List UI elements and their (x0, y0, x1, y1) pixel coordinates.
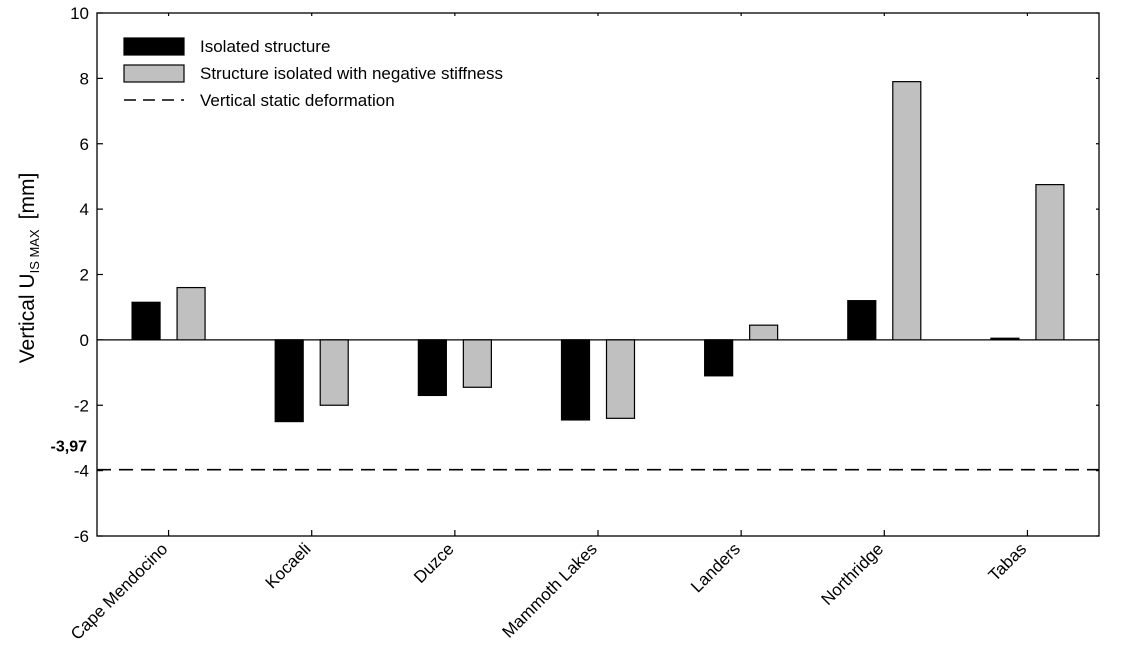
bar-negative-stiffness-landers (749, 324, 779, 341)
y-tick-label: 0 (80, 331, 89, 350)
y-axis-title-subscript: IS MAX (27, 229, 42, 273)
bar-isolated-landers (704, 339, 734, 377)
bar-negative-stiffness-kocaeli (319, 339, 349, 406)
y-tick-label: -4 (74, 462, 89, 481)
x-tick-label: Kocaeli (262, 539, 315, 592)
x-tick-label: Mammoth Lakes (499, 539, 601, 641)
legend-label-2: Structure isolated with negative stiffne… (200, 64, 503, 83)
static-deformation-label: -3,97 (51, 439, 88, 456)
legend-swatch-1 (123, 37, 185, 56)
y-tick-label: -6 (74, 527, 89, 546)
bar-isolated-mammoth-lakes (560, 339, 591, 421)
x-tick-label: Landers (687, 539, 744, 596)
y-tick-label: 10 (70, 4, 89, 23)
legend: Isolated structure Structure isolated wit… (123, 37, 503, 110)
bar-negative-stiffness-cape-mendocino (176, 286, 206, 341)
legend-swatch-2 (123, 64, 185, 83)
bar-negative-stiffness-tabas (1035, 184, 1065, 341)
bar-isolated-kocaeli (274, 339, 304, 423)
bar-negative-stiffness-mammoth-lakes (605, 339, 636, 419)
x-tick-label: Northridge (818, 539, 888, 609)
bar-isolated-cape-mendocino (131, 301, 161, 341)
x-tick-label: Duzce (410, 539, 458, 587)
y-tick-label: 2 (80, 266, 89, 285)
y-tick-label: 8 (80, 69, 89, 88)
bar-isolated-duzce (417, 339, 447, 397)
y-tick-label: 4 (80, 200, 89, 219)
y-axis-title-main: Vertical U (16, 273, 39, 363)
y-tick-label: -2 (74, 396, 89, 415)
bar-isolated-northridge (847, 300, 877, 341)
x-tick-label: Tabas (985, 539, 1031, 585)
y-tick-label: 6 (80, 135, 89, 154)
legend-label-3: Vertical static deformation (200, 91, 395, 110)
bar-isolated-tabas (990, 337, 1020, 341)
y-axis-title: Vertical UIS MAX [mm] (16, 173, 42, 364)
y-axis-title-unit: [mm] (16, 173, 39, 220)
x-tick-label: Cape Mendocino (67, 539, 171, 643)
legend-label-1: Isolated structure (200, 37, 330, 56)
bar-negative-stiffness-northridge (892, 81, 922, 341)
bar-negative-stiffness-duzce (462, 339, 492, 388)
